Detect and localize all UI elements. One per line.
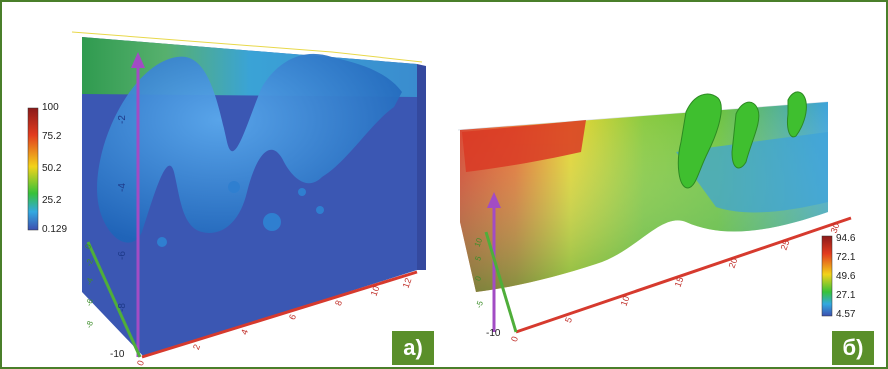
droplet [298,188,306,196]
panel-label-b: б) [832,331,874,365]
axis-vertical-arrow-a [131,52,145,68]
droplet [228,181,240,193]
bbox-top-edge-b [457,101,829,131]
colorbar-a-tick: 25.2 [42,195,62,206]
cool-zone [676,132,828,213]
colorbar-a-tick: 50.2 [42,163,62,174]
panel-a: 100 75.2 50.2 25.2 0.129 -2 -4 -6 -8 0 2… [2,2,446,367]
colorbar-b-tick: 4.57 [836,309,856,320]
axis-side-b [484,231,518,333]
hot-zone [462,120,586,172]
droplet [157,237,167,247]
volume-side-face [417,64,426,270]
panel-b: 94.6 72.1 49.6 27.1 4.57 0 5 10 15 20 25… [446,2,886,367]
isosurface-b [787,91,807,138]
panel-b-render [457,91,852,334]
panel-a-render [27,31,426,359]
colorbar-b [821,235,833,317]
axis-side-a [86,241,142,358]
axis-vertical-tick: -2 [116,115,128,124]
panel-label-a: а) [392,331,434,365]
axis-vertical-tick: -6 [116,251,128,260]
colorbar-a-tick: 0.129 [42,224,68,235]
droplet [263,213,281,231]
axis-side-tick: -10 [110,349,125,360]
colorbar-a-tick: 75.2 [42,131,62,142]
colorbar-b-tick: 27.1 [836,290,856,301]
axis-vertical-tick: -4 [116,183,128,192]
axis-side-tick: -10 [486,328,501,339]
isosurface-b [677,93,722,189]
colorbar-b-tick: 72.1 [836,252,856,263]
colorbar-b-tick: 49.6 [836,271,856,282]
colorbar-b-tick: 94.6 [836,233,856,244]
droplet [316,206,324,214]
colorbar-a [27,107,39,231]
bbox-top-edge [71,31,423,63]
isosurface-a [97,53,402,243]
axis-bottom-b [515,216,852,334]
axis-vertical-tick: -8 [116,303,128,312]
isosurface-b [731,101,760,169]
axis-vertical-arrow-b [487,192,501,208]
colorbar-a-tick: 100 [42,102,59,113]
axis-bottom-a [141,270,418,359]
